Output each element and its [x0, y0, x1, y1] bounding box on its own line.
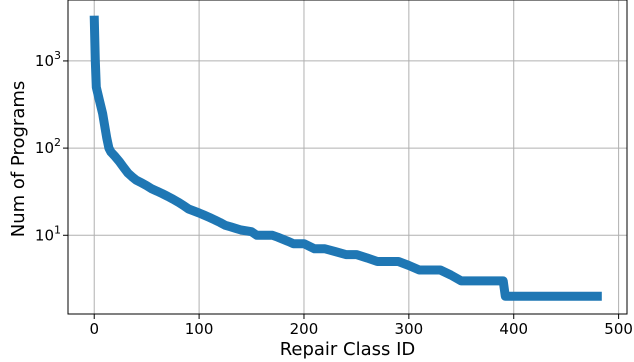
x-axis-label: Repair Class ID [280, 339, 416, 360]
series-line [89, 15, 602, 301]
x-tick-label: 400 [499, 320, 528, 338]
axes-frame [67, 0, 628, 315]
y-axis-label: Num of Programs [8, 81, 29, 238]
y-tick-exponent: 1 [54, 223, 61, 236]
y-tick-base: 10 [35, 52, 54, 70]
x-tick-label: 500 [604, 320, 633, 338]
grid-lines [68, 0, 627, 314]
y-tick-exponent: 2 [54, 136, 61, 149]
series-layer [89, 15, 602, 301]
x-tick-label: 100 [185, 320, 214, 338]
y-tick-label: 102 [35, 136, 61, 157]
x-tick-label: 0 [89, 320, 99, 338]
plot-frame [67, 0, 628, 315]
y-tick-label: 101 [35, 223, 61, 244]
y-tick-base: 10 [35, 139, 54, 157]
x-tick-label: 200 [290, 320, 319, 338]
y-tick-base: 10 [35, 226, 54, 244]
y-tick-exponent: 3 [54, 49, 61, 62]
x-tick-label: 300 [395, 320, 424, 338]
y-tick-label: 103 [35, 49, 61, 70]
